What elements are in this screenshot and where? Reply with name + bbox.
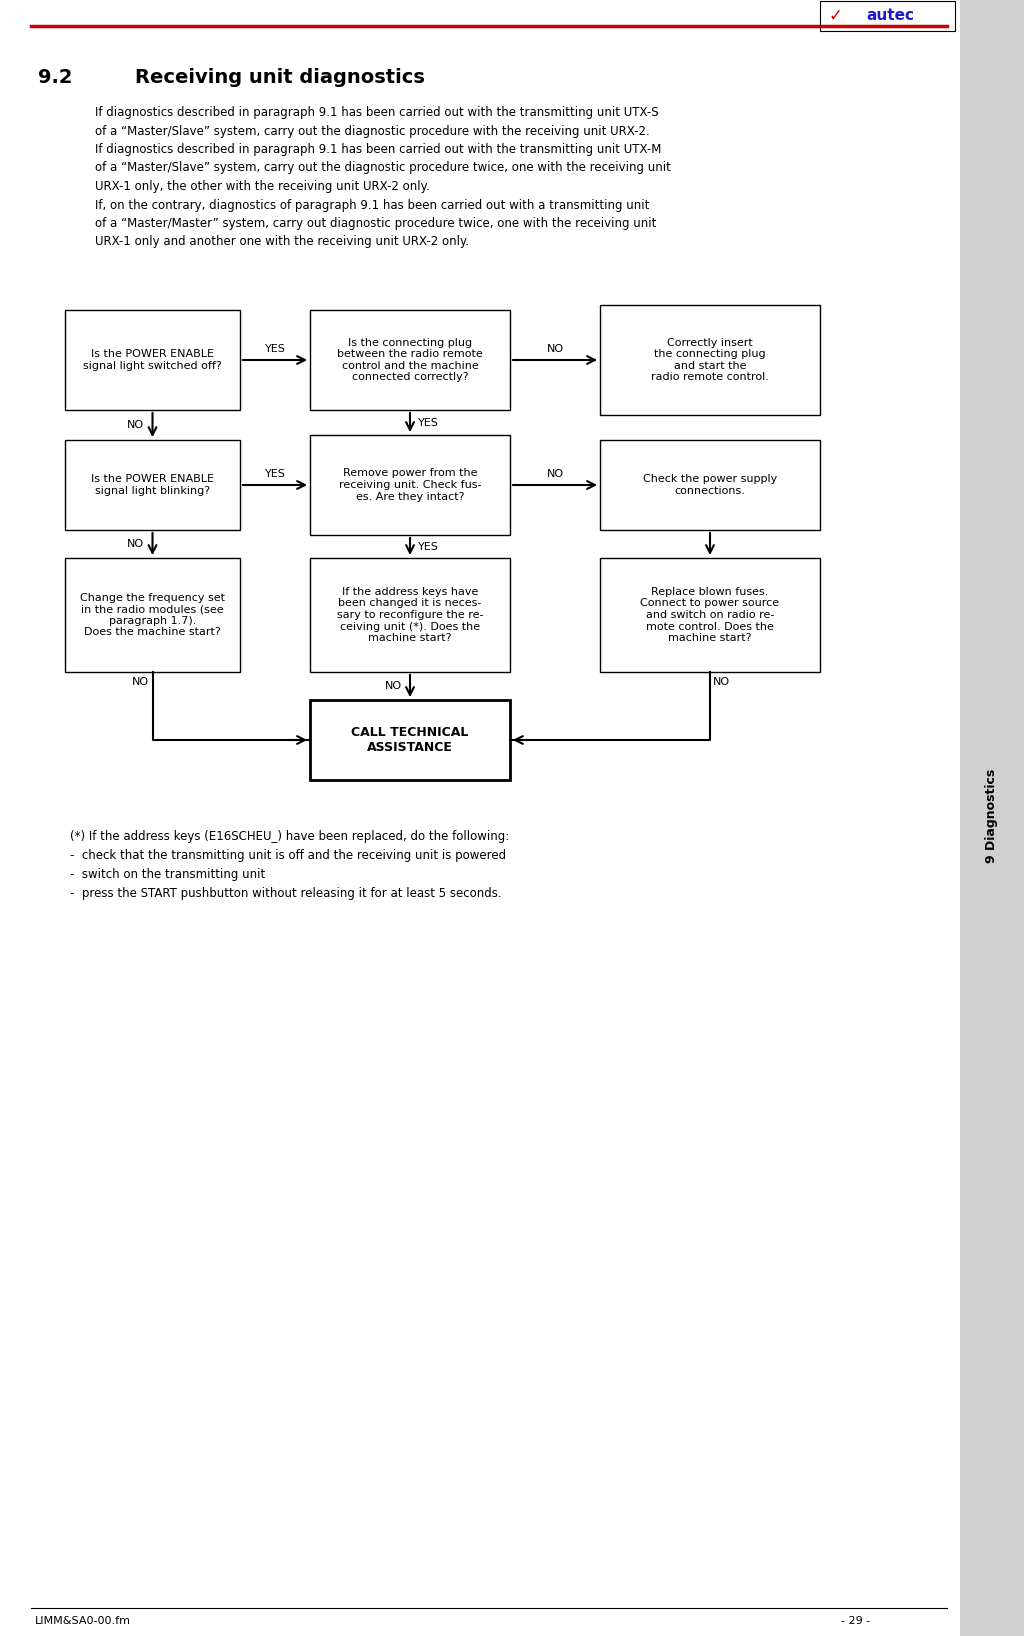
Text: - 29 -: - 29 - bbox=[841, 1616, 870, 1626]
Text: Is the POWER ENABLE
signal light switched off?: Is the POWER ENABLE signal light switche… bbox=[83, 348, 222, 371]
Text: If the address keys have
been changed it is neces-
sary to reconfigure the re-
c: If the address keys have been changed it… bbox=[337, 587, 483, 643]
Bar bbox=[961, 0, 1024, 1636]
Bar bbox=[600, 440, 820, 530]
Text: (*) If the address keys (E16SCHEU_) have been replaced, do the following:
-  che: (*) If the address keys (E16SCHEU_) have… bbox=[70, 829, 509, 900]
Bar bbox=[310, 309, 510, 411]
Text: Change the frequency set
in the radio modules (see
paragraph 1.7).
Does the mach: Change the frequency set in the radio mo… bbox=[80, 592, 225, 638]
Bar bbox=[65, 309, 240, 411]
Text: 9.2: 9.2 bbox=[38, 69, 73, 87]
Text: autec: autec bbox=[866, 8, 914, 23]
Bar bbox=[65, 440, 240, 530]
Text: Receiving unit diagnostics: Receiving unit diagnostics bbox=[135, 69, 425, 87]
Text: Check the power supply
connections.: Check the power supply connections. bbox=[643, 474, 777, 496]
Text: NO: NO bbox=[547, 344, 563, 353]
Text: CALL TECHNICAL
ASSISTANCE: CALL TECHNICAL ASSISTANCE bbox=[351, 726, 469, 754]
Text: YES: YES bbox=[418, 417, 439, 427]
Text: YES: YES bbox=[264, 470, 286, 479]
Text: Is the POWER ENABLE
signal light blinking?: Is the POWER ENABLE signal light blinkin… bbox=[91, 474, 214, 496]
Text: If diagnostics described in paragraph 9.1 has been carried out with the transmit: If diagnostics described in paragraph 9.… bbox=[95, 106, 671, 249]
Bar bbox=[310, 435, 510, 535]
Text: LIMM&SA0-00.fm: LIMM&SA0-00.fm bbox=[35, 1616, 131, 1626]
Bar bbox=[310, 700, 510, 780]
Text: Replace blown fuses.
Connect to power source
and switch on radio re-
mote contro: Replace blown fuses. Connect to power so… bbox=[640, 587, 779, 643]
Bar bbox=[600, 558, 820, 672]
Text: NO: NO bbox=[127, 538, 144, 550]
Bar bbox=[65, 558, 240, 672]
Bar bbox=[600, 304, 820, 416]
Bar bbox=[820, 2, 955, 31]
Text: Is the connecting plug
between the radio remote
control and the machine
connecte: Is the connecting plug between the radio… bbox=[337, 337, 483, 383]
Text: NO: NO bbox=[385, 681, 402, 690]
Text: YES: YES bbox=[264, 344, 286, 353]
Bar bbox=[310, 558, 510, 672]
Text: 9 Diagnostics: 9 Diagnostics bbox=[985, 769, 998, 864]
Text: Remove power from the
receiving unit. Check fus-
es. Are they intact?: Remove power from the receiving unit. Ch… bbox=[339, 468, 481, 502]
Text: ✓: ✓ bbox=[828, 7, 842, 25]
Text: Correctly insert
the connecting plug
and start the
radio remote control.: Correctly insert the connecting plug and… bbox=[651, 337, 769, 383]
Text: NO: NO bbox=[132, 677, 150, 687]
Text: NO: NO bbox=[547, 470, 563, 479]
Text: NO: NO bbox=[127, 420, 144, 430]
Text: YES: YES bbox=[418, 542, 439, 551]
Text: NO: NO bbox=[713, 677, 730, 687]
